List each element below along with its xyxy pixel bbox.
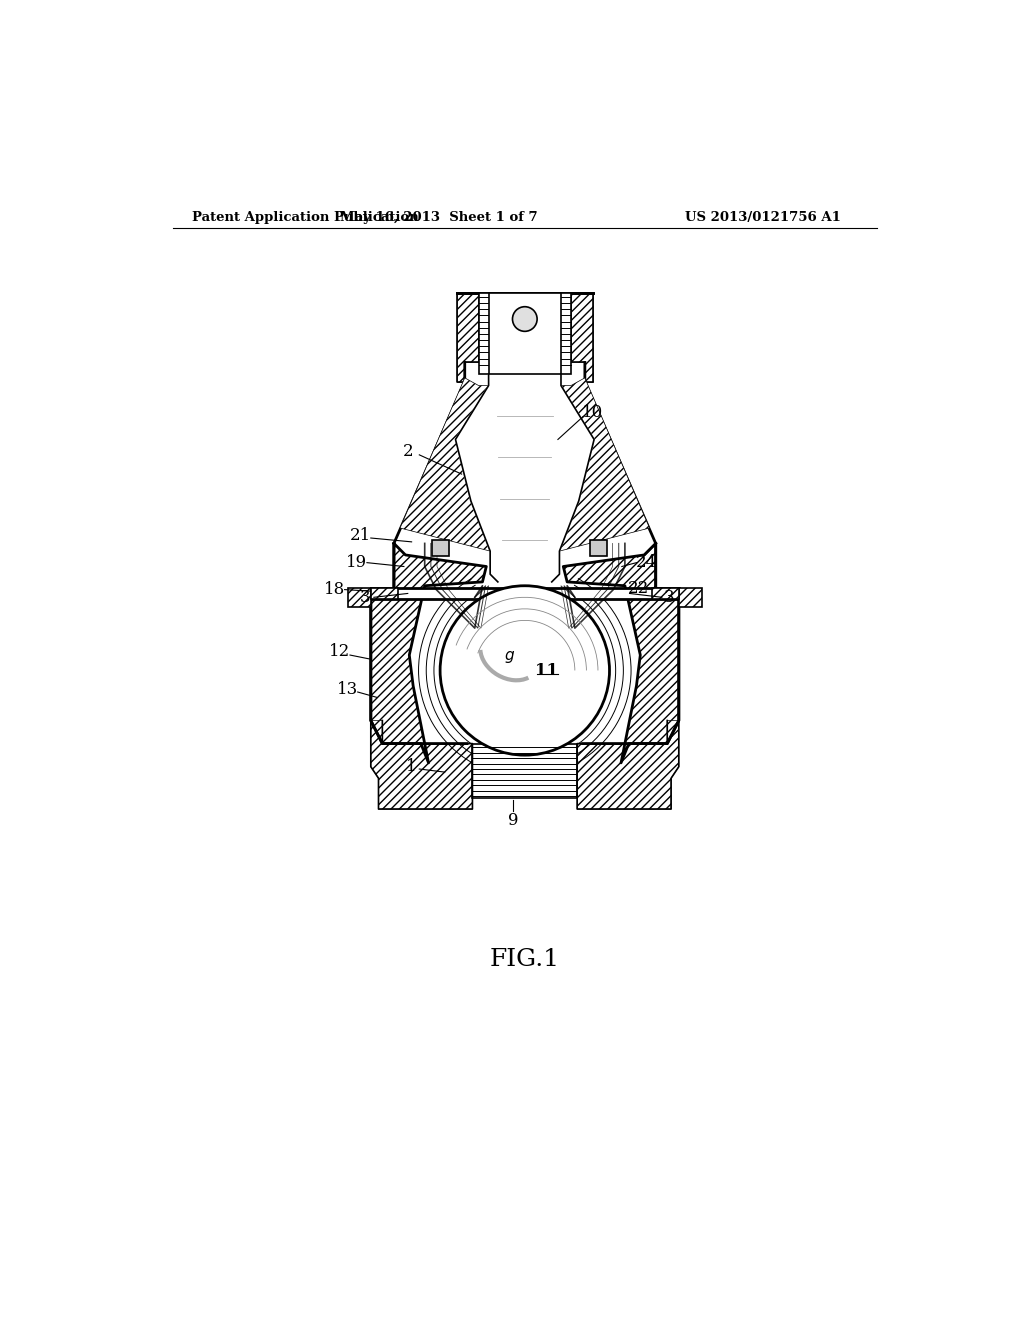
Text: g: g: [504, 648, 514, 663]
Text: FIG.1: FIG.1: [489, 948, 560, 970]
Polygon shape: [571, 293, 593, 381]
Bar: [478, 293, 571, 374]
Polygon shape: [563, 544, 679, 763]
Bar: [348, 589, 371, 607]
Text: 10: 10: [582, 404, 603, 421]
Polygon shape: [400, 378, 490, 552]
Bar: [590, 540, 607, 557]
Bar: [679, 589, 701, 607]
Bar: [488, 293, 561, 374]
Circle shape: [512, 306, 538, 331]
Text: 18: 18: [324, 581, 345, 598]
Text: 22: 22: [628, 579, 649, 597]
Circle shape: [440, 586, 609, 755]
Polygon shape: [371, 544, 486, 763]
Bar: [652, 589, 679, 599]
Polygon shape: [559, 378, 649, 552]
Text: 2: 2: [402, 442, 413, 459]
Text: 3: 3: [665, 589, 675, 606]
Polygon shape: [456, 374, 594, 582]
Text: 11: 11: [535, 661, 558, 678]
Text: 19: 19: [346, 554, 367, 572]
Polygon shape: [371, 363, 679, 743]
Polygon shape: [457, 293, 478, 381]
Bar: [432, 540, 450, 557]
Bar: [472, 743, 578, 797]
Polygon shape: [371, 721, 472, 809]
Text: 9: 9: [508, 812, 518, 829]
Bar: [371, 589, 397, 599]
Text: 21: 21: [349, 527, 371, 544]
Polygon shape: [578, 721, 679, 809]
Text: Patent Application Publication: Patent Application Publication: [193, 211, 419, 224]
Text: 12: 12: [330, 643, 350, 660]
Text: 24: 24: [636, 554, 657, 572]
Bar: [371, 589, 679, 599]
Text: 13: 13: [337, 681, 358, 698]
Text: May 16, 2013  Sheet 1 of 7: May 16, 2013 Sheet 1 of 7: [340, 211, 538, 224]
Text: 3: 3: [360, 589, 371, 606]
Text: 1: 1: [407, 758, 417, 775]
Text: US 2013/0121756 A1: US 2013/0121756 A1: [685, 211, 841, 224]
